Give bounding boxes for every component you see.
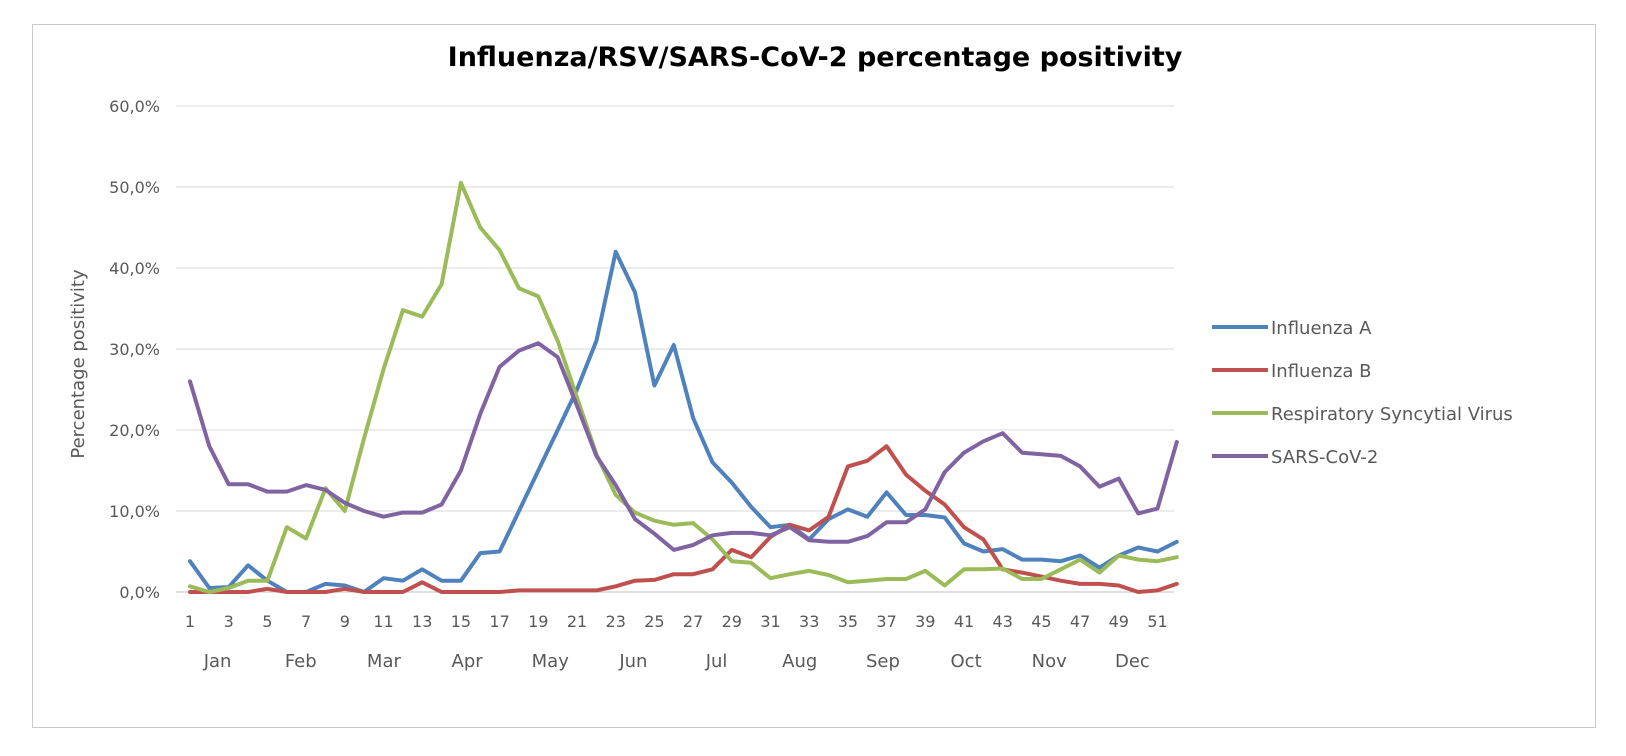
legend-label-influenza-b: Influenza B: [1271, 361, 1372, 382]
series-lines: [188, 180, 1179, 594]
x-tick-label: 3: [224, 612, 234, 631]
series-line-influenza-a: [188, 249, 1179, 594]
x-tick-label: 31: [760, 612, 780, 631]
month-label: Mar: [367, 651, 402, 672]
x-tick-label: 17: [489, 612, 509, 631]
y-tick-label: 0,0%: [119, 583, 160, 602]
x-tick-label: 5: [262, 612, 272, 631]
y-axis-ticks: 0,0% 10,0% 20,0% 30,0% 40,0% 50,0% 60,0%: [109, 97, 160, 602]
y-tick-label: 50,0%: [109, 178, 160, 197]
y-tick-label: 40,0%: [109, 259, 160, 278]
x-tick-label: 13: [412, 612, 432, 631]
x-tick-label: 49: [1109, 612, 1129, 631]
month-label: Aug: [782, 651, 817, 672]
x-tick-label: 25: [644, 612, 664, 631]
legend-label-respiratory-syncytial-virus: Respiratory Syncytial Virus: [1271, 404, 1513, 425]
x-axis-ticks: 1 3 5 7 9 11 13 15 17 19 21 23 25 27 29 31 33 35 37 39 41 43 4…: [185, 612, 1168, 631]
month-labels: Jan Feb Mar Apr May Jun Jul Aug Sep Oct Nov Dec: [203, 651, 1150, 672]
chart-frame: [32, 24, 1596, 728]
month-label: Oct: [951, 651, 982, 672]
month-label: Apr: [452, 651, 484, 672]
x-tick-label: 41: [954, 612, 974, 631]
x-tick-label: 33: [799, 612, 819, 631]
chart-title: Influenza/RSV/SARS-CoV-2 percentage posi…: [448, 42, 1183, 73]
series-line-sars-cov-2: [188, 341, 1179, 552]
x-tick-label: 23: [606, 612, 626, 631]
x-tick-label: 27: [683, 612, 703, 631]
month-label: May: [532, 651, 570, 672]
x-tick-label: 43: [993, 612, 1013, 631]
x-tick-label: 19: [528, 612, 548, 631]
legend-label-sars-cov-2: SARS-CoV-2: [1271, 447, 1378, 468]
x-tick-label: 1: [185, 612, 195, 631]
month-label: Sep: [866, 651, 900, 672]
x-tick-label: 11: [373, 612, 393, 631]
x-tick-label: 51: [1147, 612, 1167, 631]
x-tick-label: 29: [722, 612, 742, 631]
legend-label-influenza-a: Influenza A: [1271, 318, 1372, 339]
y-axis-label: Percentage positivity: [68, 269, 89, 459]
month-label: Dec: [1115, 651, 1150, 672]
legend: Influenza A Influenza B Respiratory Syncyt…: [1212, 318, 1513, 468]
series-line-respiratory-syncytial-virus: [188, 180, 1179, 594]
x-tick-label: 35: [838, 612, 858, 631]
y-tick-label: 60,0%: [109, 97, 160, 116]
x-tick-label: 15: [451, 612, 471, 631]
x-tick-label: 47: [1070, 612, 1090, 631]
month-label: Jan: [203, 651, 232, 672]
x-tick-label: 7: [301, 612, 311, 631]
x-tick-label: 21: [567, 612, 587, 631]
y-tick-label: 20,0%: [109, 421, 160, 440]
x-tick-label: 45: [1031, 612, 1051, 631]
month-label: Jul: [705, 651, 728, 672]
y-tick-label: 30,0%: [109, 340, 160, 359]
x-tick-label: 37: [876, 612, 896, 631]
y-tick-label: 10,0%: [109, 502, 160, 521]
month-label: Feb: [285, 651, 317, 672]
month-label: Nov: [1032, 651, 1067, 672]
series-line-influenza-b: [188, 444, 1179, 594]
x-tick-label: 39: [915, 612, 935, 631]
x-tick-label: 9: [340, 612, 350, 631]
month-label: Jun: [618, 651, 647, 672]
